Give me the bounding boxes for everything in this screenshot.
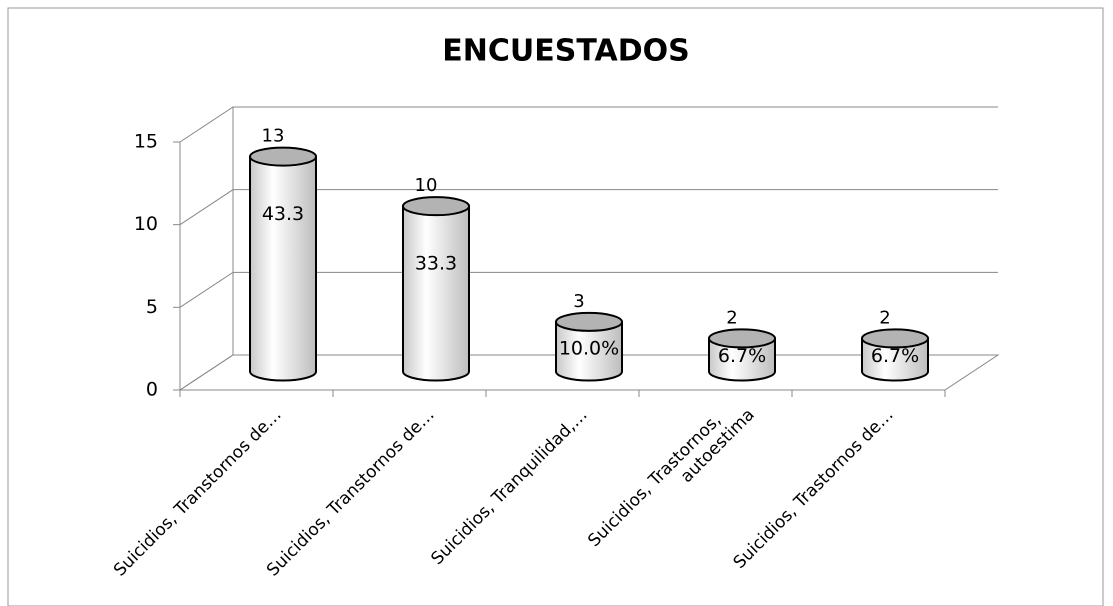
value-label: 2 (879, 307, 890, 328)
inner-label: 6.7% (871, 345, 919, 367)
cylinder-top (861, 328, 929, 349)
value-label: 10 (415, 175, 438, 196)
inner-label: 33.3 (415, 253, 457, 275)
cylinder-body (861, 337, 929, 382)
chart-title: ENCUESTADOS (442, 34, 689, 69)
bar (861, 328, 929, 382)
inner-label: 10.0% (559, 338, 619, 360)
cylinder-top (708, 328, 776, 349)
chart-frame (7, 7, 1104, 606)
value-label: 13 (262, 126, 285, 147)
y-tick-label: 5 (146, 296, 158, 318)
grid-line (179, 106, 998, 143)
bar (555, 311, 623, 382)
y-tick-label: 15 (134, 131, 158, 153)
y-tick-label: 0 (146, 379, 158, 401)
cylinder-body (708, 337, 776, 382)
bar (249, 146, 317, 382)
inner-label: 43.3 (262, 203, 304, 225)
y-tick-label: 10 (134, 213, 158, 235)
value-label: 2 (726, 307, 737, 328)
bar (402, 196, 470, 382)
value-label: 3 (573, 291, 584, 312)
cylinder-top (249, 146, 317, 167)
inner-label: 6.7% (718, 345, 766, 367)
grid-line (179, 189, 998, 226)
grid-line (179, 271, 998, 308)
cylinder-body (402, 205, 470, 382)
cylinder-body (555, 320, 623, 382)
cylinder-top (402, 196, 470, 217)
cylinder-top (555, 311, 623, 332)
bar (708, 328, 776, 382)
cylinder-body (249, 155, 317, 382)
